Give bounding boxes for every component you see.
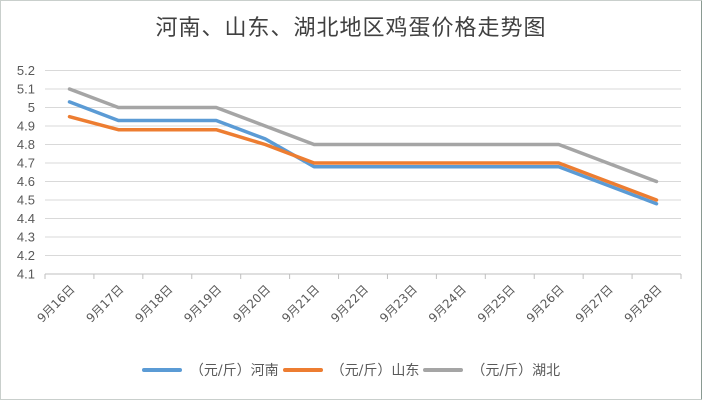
x-category-label: 9月24日 xyxy=(426,282,469,325)
legend-item-henan: （元/斤）河南 xyxy=(141,360,279,380)
x-category-label: 9月19日 xyxy=(181,282,224,325)
x-category-label: 9月25日 xyxy=(475,282,518,325)
x-category-label: 9月23日 xyxy=(377,282,420,325)
series-line xyxy=(67,87,659,184)
series-line xyxy=(67,100,659,206)
y-tick-label: 4.9 xyxy=(17,119,35,134)
x-category-label: 9月22日 xyxy=(328,282,371,325)
legend-label-hubei: （元/斤）湖北 xyxy=(471,363,561,379)
legend-swatch-hubei xyxy=(423,368,464,372)
x-category-label: 9月21日 xyxy=(279,282,322,325)
chart-legend: （元/斤）河南 （元/斤）山东 （元/斤）湖北 xyxy=(0,360,702,380)
y-tick-label: 4.1 xyxy=(17,267,35,282)
legend-swatch-shandong xyxy=(282,368,323,372)
y-tick-label: 5.2 xyxy=(17,63,35,78)
x-category-label: 9月17日 xyxy=(83,282,126,325)
y-tick-label: 4.4 xyxy=(17,211,35,226)
x-category-label: 9月20日 xyxy=(230,282,273,325)
chart-title: 河南、山东、湖北地区鸡蛋价格走势图 xyxy=(155,16,547,41)
x-category-label: 9月28日 xyxy=(622,282,665,325)
y-tick-label: 4.5 xyxy=(17,193,35,208)
legend-item-shandong: （元/斤）山东 xyxy=(282,360,420,380)
x-category-label: 9月27日 xyxy=(573,282,616,325)
y-tick-label: 4.7 xyxy=(17,156,35,171)
legend-item-hubei: （元/斤）湖北 xyxy=(423,360,560,380)
legend-swatch-henan xyxy=(141,368,182,372)
y-tick-label: 4.6 xyxy=(17,174,35,189)
x-category-label: 9月16日 xyxy=(35,282,78,325)
series-line xyxy=(67,114,659,202)
y-tick-label: 5 xyxy=(28,100,35,115)
x-category-label: 9月18日 xyxy=(132,282,175,325)
y-tick-label: 4.2 xyxy=(17,248,35,263)
y-tick-label: 4.3 xyxy=(17,230,35,245)
legend-label-shandong: （元/斤）山东 xyxy=(330,363,420,379)
x-category-label: 9月26日 xyxy=(524,282,567,325)
y-tick-label: 4.8 xyxy=(17,137,35,152)
y-tick-label: 5.1 xyxy=(17,82,35,97)
legend-label-henan: （元/斤）河南 xyxy=(189,363,279,379)
